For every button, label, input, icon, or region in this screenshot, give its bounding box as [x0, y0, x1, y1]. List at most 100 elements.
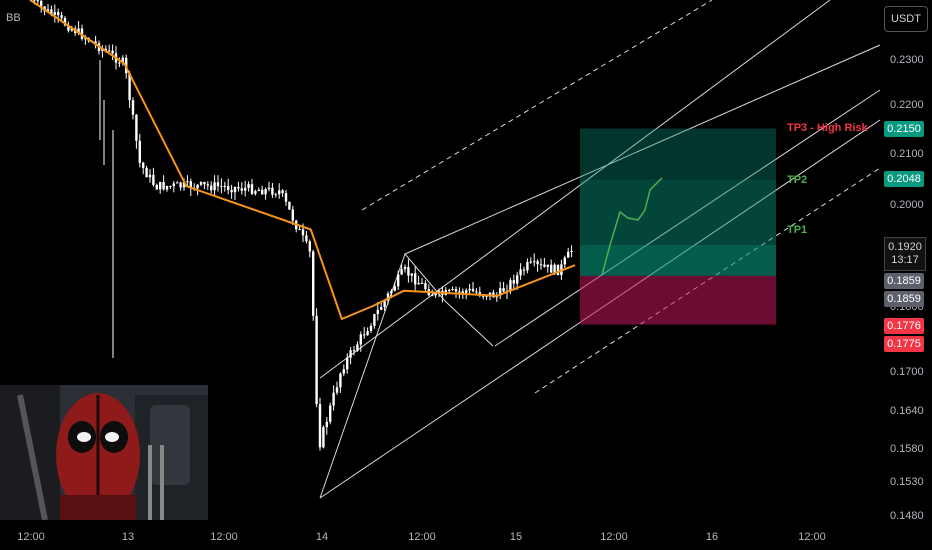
tp2-zone	[580, 179, 776, 245]
currency-button[interactable]: USDT	[884, 6, 928, 32]
candle-body	[458, 291, 461, 293]
moving-average	[30, 0, 576, 320]
candle-body	[346, 357, 349, 370]
stop-zone	[580, 275, 776, 325]
candle-body	[434, 293, 437, 296]
candle-body	[60, 15, 63, 19]
projected-path	[601, 177, 663, 276]
candle-body	[329, 405, 332, 422]
time-tick-label: 14	[316, 531, 328, 543]
candle-body	[509, 280, 512, 291]
projection-path	[601, 177, 663, 276]
channel-dashed-line	[534, 167, 881, 394]
candle-body	[482, 295, 485, 297]
last-price-value: 0.1920	[888, 241, 922, 253]
candle-body	[373, 314, 376, 326]
tp2-label: TP2	[787, 174, 808, 186]
time-tick-label: 15	[510, 531, 522, 543]
candle-body	[223, 185, 226, 187]
channel-line	[319, 0, 831, 379]
price-tick-label: 0.1700	[890, 366, 924, 378]
candle-body	[179, 182, 182, 188]
candle-body	[349, 350, 352, 358]
price-axis: 0.23000.22000.21000.20000.18000.17000.16…	[890, 54, 924, 522]
candles	[29, 0, 573, 451]
candle-body	[315, 315, 318, 405]
candle-body	[254, 191, 257, 194]
candle-body	[281, 190, 284, 194]
candle-body	[539, 264, 543, 266]
candle-body	[335, 387, 339, 393]
candle-body	[237, 186, 240, 189]
candle-body	[264, 188, 267, 195]
candle-body	[220, 186, 223, 188]
tp3-price-tag: 0.2150	[884, 121, 924, 137]
candle-body	[342, 369, 345, 374]
candle-body	[148, 174, 152, 178]
candle-body	[213, 182, 216, 191]
candle-body	[298, 229, 301, 231]
candle-body	[359, 334, 362, 345]
entry-price-tag-b: 0.1859	[884, 291, 924, 307]
price-tick-label: 0.1480	[890, 510, 924, 522]
webcam-overlay	[0, 385, 208, 520]
position-zones	[580, 128, 776, 325]
candle-body	[33, 0, 36, 2]
candle-body	[63, 18, 67, 26]
candle-body	[176, 182, 179, 184]
candle-body	[203, 181, 206, 185]
candle-body	[182, 182, 186, 188]
candle-body	[322, 427, 325, 448]
candle-body	[397, 274, 400, 287]
candle-body	[318, 404, 322, 448]
candle-body	[305, 235, 308, 242]
candle-body	[131, 100, 135, 115]
candle-body	[196, 184, 199, 189]
candle-body	[356, 344, 359, 352]
candle-body	[550, 264, 553, 273]
candle-body	[400, 269, 403, 275]
candle-body	[308, 241, 311, 252]
candle-body	[57, 12, 60, 16]
bar-countdown: 13:17	[891, 254, 919, 266]
candle-body	[165, 186, 169, 190]
candle-body	[230, 189, 233, 193]
candle-body	[386, 293, 390, 301]
candle-body	[267, 187, 271, 189]
candle-body	[369, 325, 373, 331]
candle-body	[352, 350, 356, 352]
candle-body	[424, 283, 427, 290]
candle-body	[67, 25, 70, 31]
candle-body	[36, 0, 39, 2]
price-tick-label: 0.1580	[890, 443, 924, 455]
candle-body	[227, 185, 230, 190]
candle-body	[465, 290, 468, 293]
time-tick-label: 13	[122, 531, 134, 543]
candle-body	[271, 187, 274, 195]
candle-body	[536, 261, 539, 265]
candle-body	[118, 62, 121, 64]
indicator-label[interactable]: BB	[6, 12, 21, 24]
candle-body	[556, 264, 560, 276]
candle-body	[553, 264, 556, 273]
candle-body	[410, 273, 413, 276]
candle-body	[390, 290, 393, 294]
candle-body	[417, 282, 420, 285]
candle-body	[301, 229, 305, 236]
candle-body	[250, 184, 254, 194]
candle-body	[169, 186, 172, 188]
candle-body	[533, 261, 536, 263]
stop-price-tag-a: 0.1776	[884, 318, 924, 334]
deadpool-image	[0, 385, 208, 520]
candle-body	[274, 194, 277, 196]
candle-body	[376, 309, 379, 315]
candle-body	[145, 167, 148, 178]
time-axis: 12:00 13 12:00 14 12:00 15 12:00 16 12:00	[17, 531, 826, 543]
candle-body	[339, 373, 342, 388]
candle-body	[546, 264, 549, 267]
candle-body	[189, 181, 192, 189]
candle-body	[247, 184, 250, 188]
tp2-price-tag: 0.2048	[884, 171, 924, 187]
candle-body	[240, 188, 243, 191]
